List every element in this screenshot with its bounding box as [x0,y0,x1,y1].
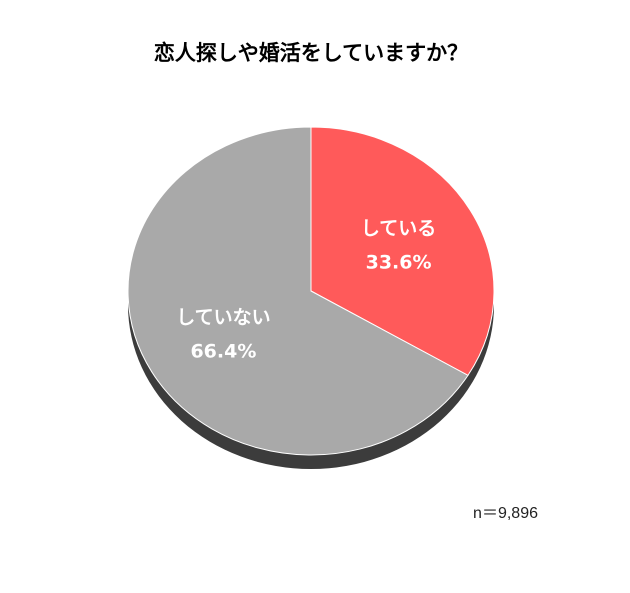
pie-slice [127,126,469,456]
slice-label: していない [176,306,270,328]
pie [127,126,495,456]
note: n＝9,896 [473,505,538,522]
value-label: 33.6% [366,252,432,274]
value-label: 66.4% [190,340,256,362]
chart-title: 恋人探しや婚活をしていますか？ [154,41,468,65]
pie-slice [310,126,495,377]
slice-label: している [361,218,436,240]
